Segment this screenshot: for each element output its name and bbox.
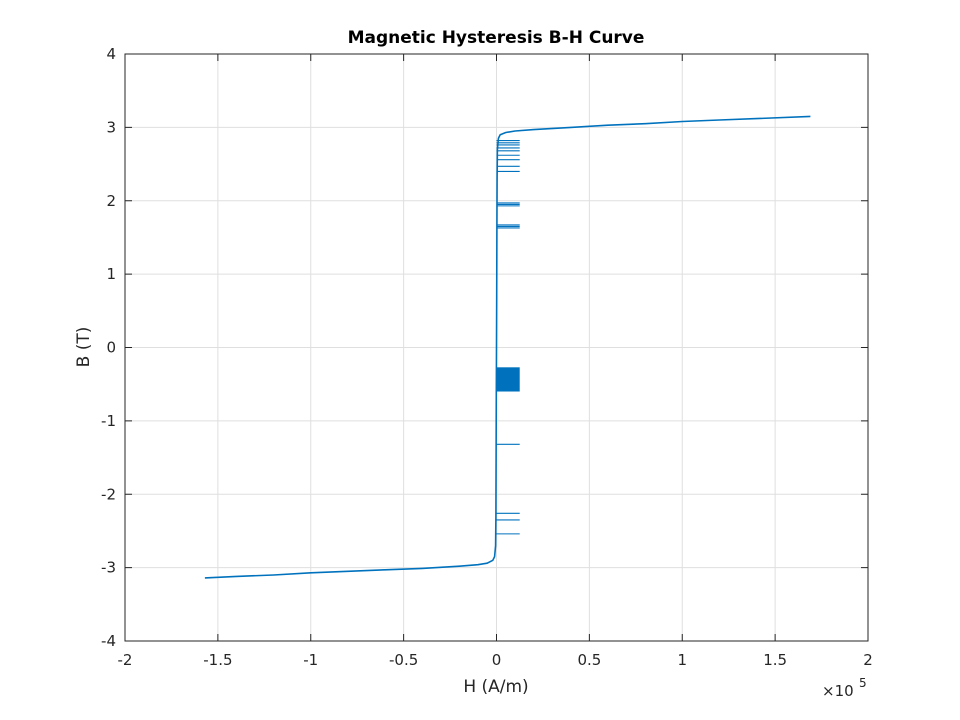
axis-ticks [124, 53, 869, 642]
x-tick-label: -1.5 [203, 651, 232, 669]
x-tick-label: 2 [863, 651, 873, 669]
x-tick-label: 0.5 [577, 651, 601, 669]
y-tick-label: 2 [106, 192, 116, 210]
y-tick-label: 4 [106, 45, 116, 63]
x-tick-label: -1 [303, 651, 318, 669]
y-tick-label: 0 [106, 339, 116, 357]
bh-curve-artifact-band [496, 367, 520, 392]
y-tick-labels: -4 -3 -2 -1 0 1 2 3 4 [101, 45, 116, 650]
y-tick-label: -3 [101, 559, 116, 577]
x-tick-label: 1.5 [763, 651, 787, 669]
y-tick-label: -2 [101, 485, 116, 503]
x-tick-label: -0.5 [389, 651, 418, 669]
bh-curve-line [204, 115, 811, 579]
y-tick-label: 3 [106, 118, 116, 136]
y-tick-label: 1 [106, 265, 116, 283]
chart-title: Magnetic Hysteresis B-H Curve [348, 28, 645, 48]
x-tick-label: 0 [492, 651, 502, 669]
x-exponent-power: 5 [859, 676, 867, 690]
x-exponent-base: ×10 [822, 682, 854, 700]
x-axis-title: H (A/m) [463, 677, 528, 697]
x-tick-label: 1 [677, 651, 687, 669]
x-tick-label: -2 [118, 651, 133, 669]
x-tick-labels: -2 -1.5 -1 -0.5 0 0.5 1 1.5 2 [118, 651, 873, 669]
y-tick-label: -4 [101, 632, 116, 650]
y-axis-title: B (T) [74, 327, 94, 368]
data-series [204, 115, 811, 579]
y-tick-label: -1 [101, 412, 116, 430]
